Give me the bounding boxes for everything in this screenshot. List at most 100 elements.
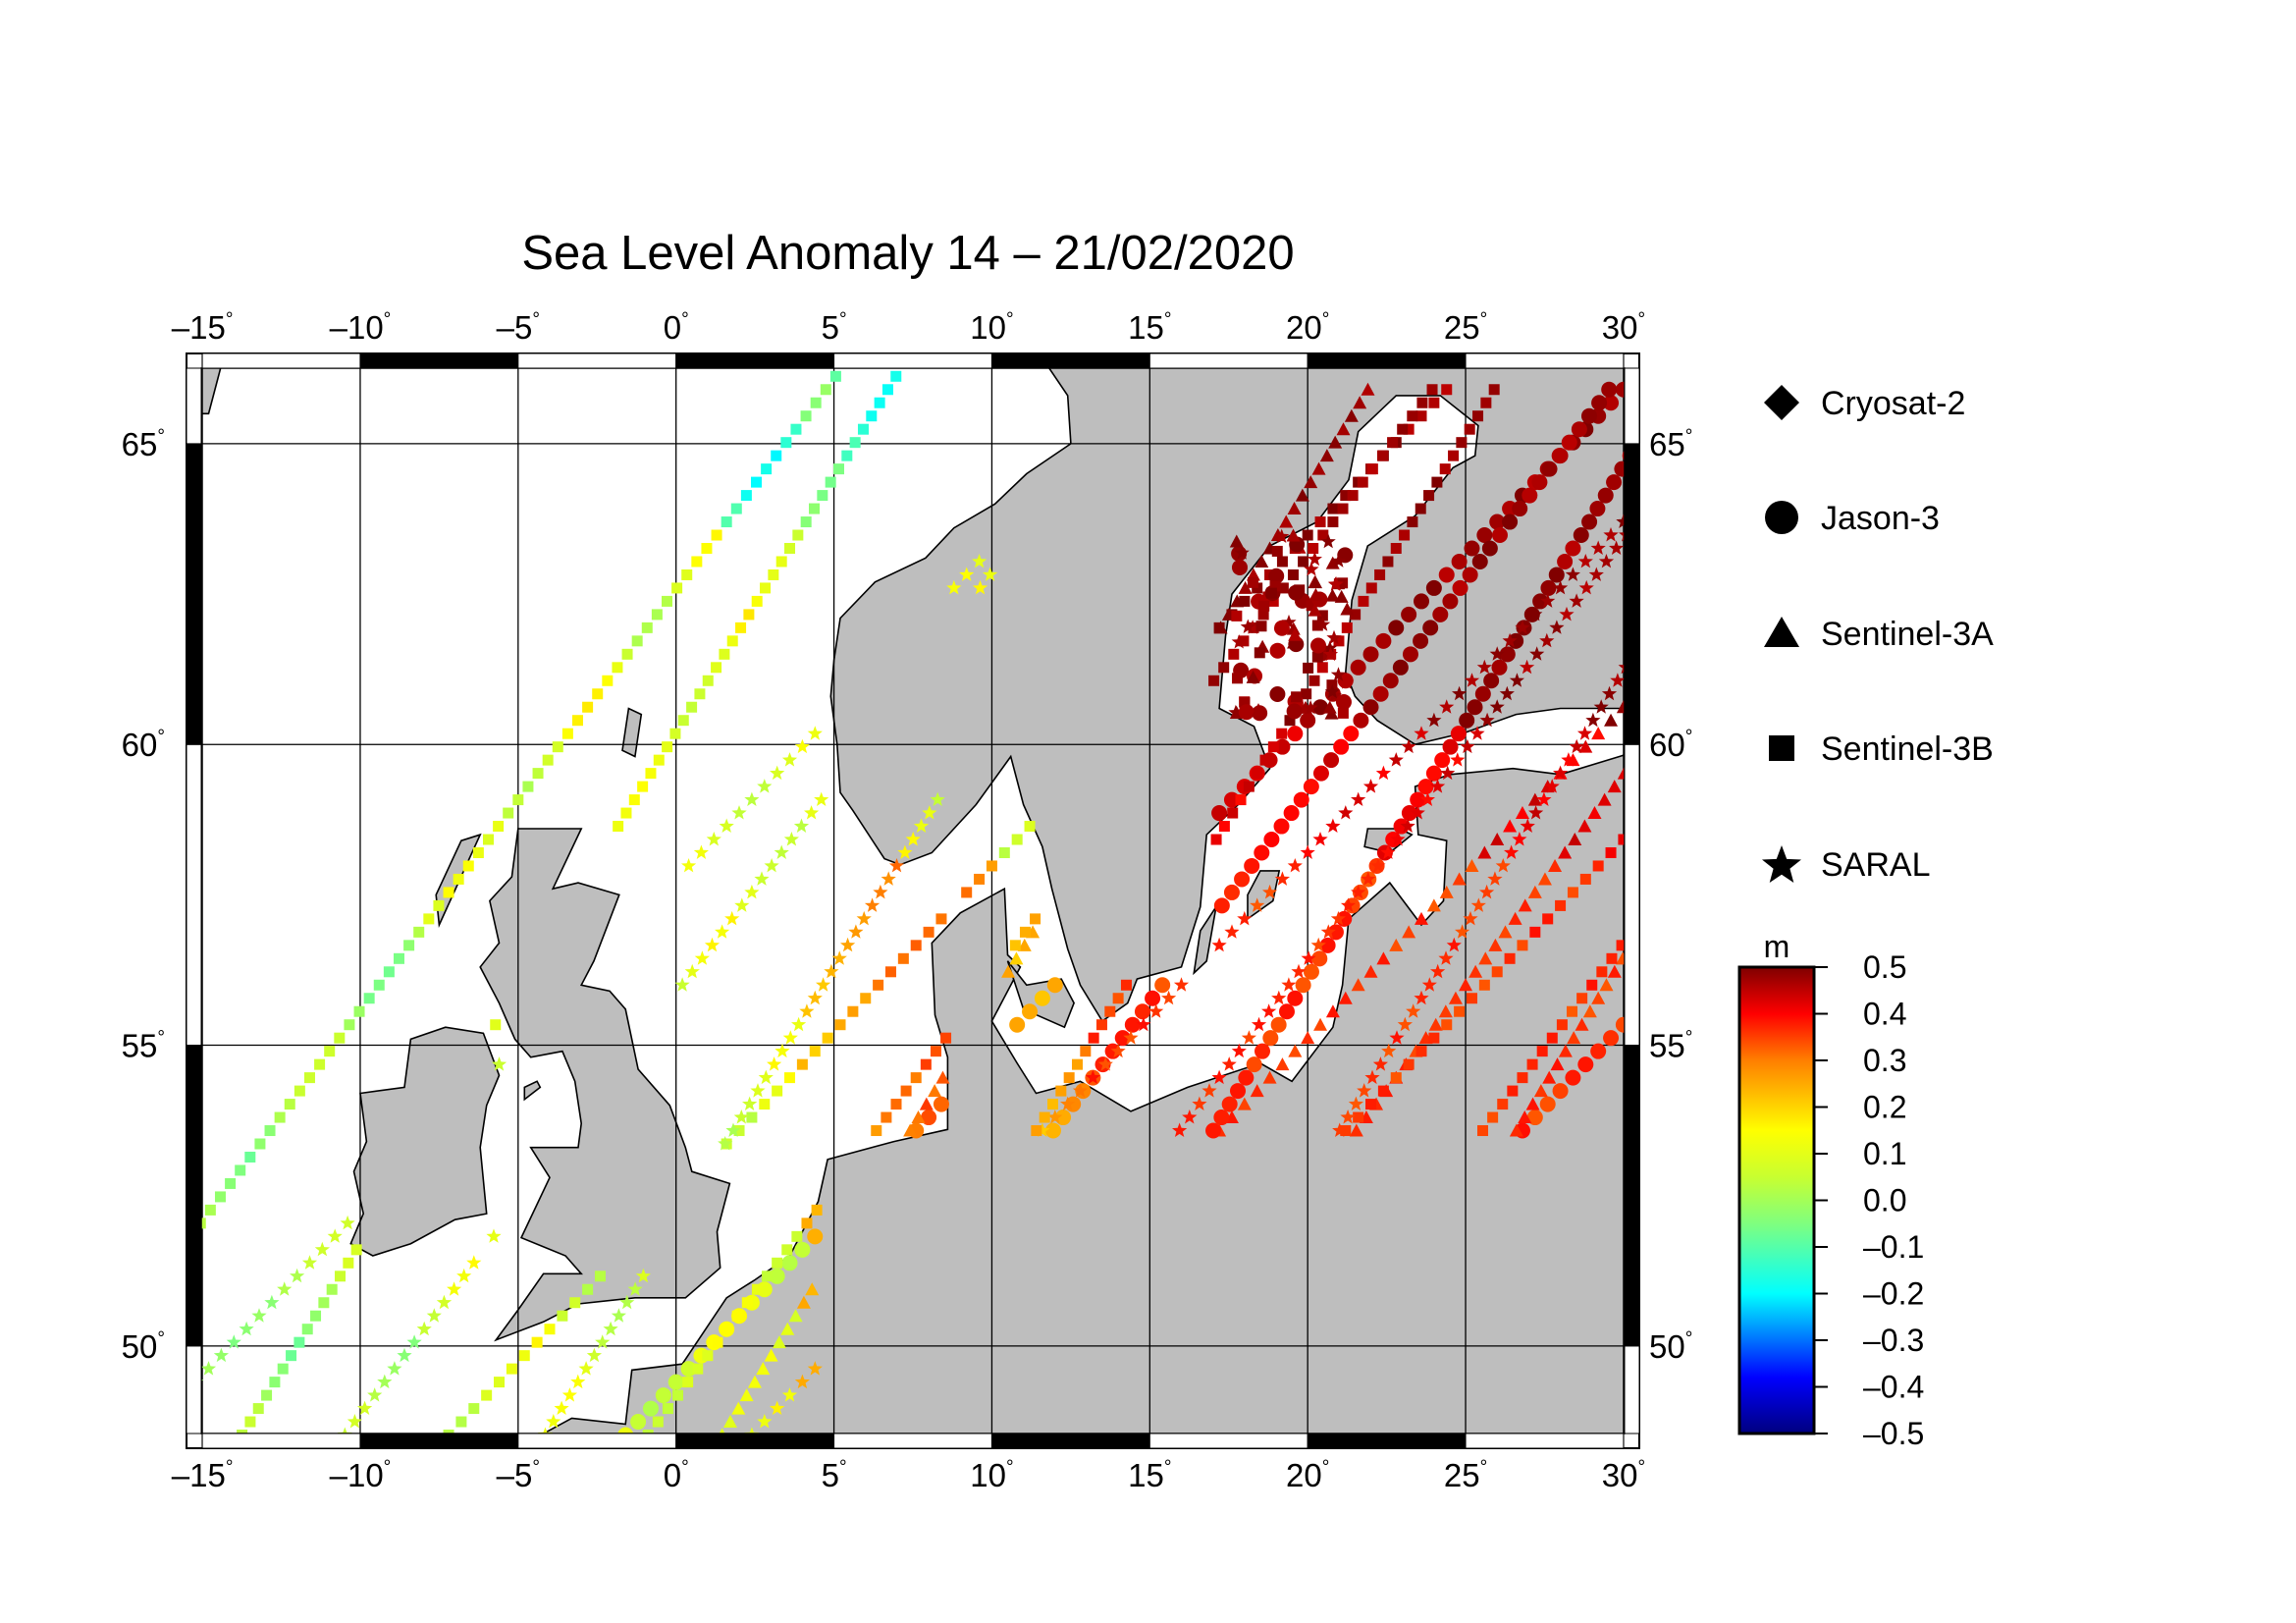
sentinel-3b-point <box>974 873 986 885</box>
sentinel-3b-point <box>557 1310 568 1322</box>
sentinel-3a-point <box>1353 396 1367 409</box>
jason-3-point <box>1022 1003 1039 1020</box>
saral-point <box>1173 977 1190 992</box>
sentinel-3a-point <box>1591 727 1606 740</box>
saral-point <box>1330 667 1347 681</box>
sentinel-3b-point <box>702 1350 714 1362</box>
sentinel-3a-point <box>1349 1123 1363 1137</box>
sentinel-3b-point <box>834 1019 846 1031</box>
frame-segment <box>1148 352 1308 369</box>
sentinel-3b-point <box>751 1283 763 1295</box>
sentinel-3b-point <box>841 450 853 461</box>
sentinel-3a-point <box>1255 554 1269 568</box>
sentinel-3b-point <box>314 1058 326 1070</box>
sentinel-3a-point <box>1567 1031 1581 1045</box>
saral-point <box>1512 832 1527 846</box>
saral-point <box>337 1427 352 1434</box>
saral-point <box>1035 1122 1050 1137</box>
sentinel-3b-point <box>741 1297 753 1309</box>
sentinel-3b-point <box>1080 1046 1092 1057</box>
colorbar-ticks: 0.5 0.4 0.3 0.2 0.1 0.0 –0.1 –0.2 –0.3 –0.4 –0.5 <box>1814 949 1924 1451</box>
sentinel-3b-point <box>1009 940 1021 951</box>
sentinel-3b-point <box>310 1310 322 1322</box>
sentinel-3b-point <box>1576 993 1588 1004</box>
saral-point <box>1325 818 1341 833</box>
saral-point <box>264 1294 280 1310</box>
jason-3-point <box>1603 1030 1620 1047</box>
saral-point <box>905 832 921 846</box>
sentinel-3b-point <box>1567 887 1578 898</box>
saral-point <box>619 1294 635 1310</box>
sentinel-3b-point <box>792 529 804 541</box>
colorbar-tick-label: –0.1 <box>1863 1229 1924 1265</box>
sentinel-3a-point <box>1250 1084 1264 1098</box>
jason-3-point <box>1413 632 1429 649</box>
sentinel-3a-point <box>1262 1070 1277 1084</box>
sentinel-3b-point <box>1039 1111 1050 1123</box>
sentinel-3b-point <box>1252 582 1263 594</box>
jason-3-point <box>1410 791 1426 808</box>
sentinel-3a-point <box>1325 588 1340 602</box>
saral-point <box>578 1361 594 1376</box>
saral-point <box>570 1374 586 1389</box>
sentinel-3a-point <box>1515 806 1529 820</box>
saral-point <box>290 1268 305 1283</box>
frame-segment <box>186 1045 202 1347</box>
sentinel-3a-point <box>1238 580 1253 594</box>
sentinel-3b-point <box>301 1324 313 1335</box>
saral-point <box>356 1400 373 1415</box>
sentinel-3a-point <box>1286 622 1301 635</box>
saral-point <box>946 579 962 595</box>
frame-segment <box>359 352 519 369</box>
saral-point <box>1047 1109 1063 1124</box>
jason-3-point <box>1319 937 1336 953</box>
sentinel-3b-point <box>582 1283 594 1295</box>
sentinel-3b-point <box>910 1072 922 1084</box>
jason-3-point <box>1565 540 1581 557</box>
sentinel-3b-point <box>1265 587 1277 599</box>
sentinel-3b-point <box>1308 542 1319 554</box>
sentinel-3a-point <box>1308 575 1323 589</box>
jason-3-point <box>1589 501 1606 517</box>
jason-3-point <box>769 1268 785 1284</box>
frame-segment <box>517 352 677 369</box>
sentinel-3b-point <box>1011 834 1023 845</box>
jason-3-point <box>1580 407 1597 424</box>
colorbar-tick-label: 0.2 <box>1863 1090 1906 1125</box>
sentinel-3b-point <box>897 952 909 964</box>
sentinel-3a-point <box>1568 833 1582 846</box>
saral-point <box>718 1136 733 1151</box>
sentinel-3b-point <box>961 887 973 898</box>
sentinel-3b-point <box>612 662 623 674</box>
sentinel-3a-point <box>928 1084 942 1098</box>
sentinel-3a-point <box>1017 938 1032 951</box>
sentinel-3b-point <box>817 490 828 502</box>
sentinel-3b-point <box>871 1125 882 1137</box>
sentinel-3b-point <box>873 979 884 991</box>
sentinel-3b-point <box>1478 979 1490 991</box>
isle-of-man <box>523 1080 542 1102</box>
saral-point <box>1381 1043 1397 1058</box>
jason-3-point <box>1450 726 1467 742</box>
sentinel-3b-point <box>324 1046 336 1057</box>
sentinel-3b-point <box>731 1310 743 1322</box>
colorbar-tick-label: –0.5 <box>1863 1416 1924 1451</box>
sentinel-3a-point <box>1334 589 1349 603</box>
colorbar-tick-label: –0.4 <box>1863 1370 1924 1405</box>
sentinel-3a-point <box>1527 885 1542 898</box>
satellite-legend: Cryosat-2 Jason-3 Sentinel-3A Sentinel-3B SA… <box>1762 385 1994 884</box>
saral-point <box>1357 1083 1372 1098</box>
saral-point <box>1303 700 1318 715</box>
saral-point <box>314 1241 330 1257</box>
saral-point <box>804 805 820 820</box>
saral-point <box>1577 554 1593 568</box>
jason-3-point <box>1597 487 1614 504</box>
saral-point <box>1211 937 1227 952</box>
saral-point <box>972 554 988 568</box>
sentinel-3a-point <box>772 1335 786 1349</box>
sentinel-3b-point <box>561 728 573 739</box>
jason-3-point <box>1273 620 1290 636</box>
sentinel-3b-point <box>760 582 772 594</box>
saral-point <box>1540 593 1556 608</box>
